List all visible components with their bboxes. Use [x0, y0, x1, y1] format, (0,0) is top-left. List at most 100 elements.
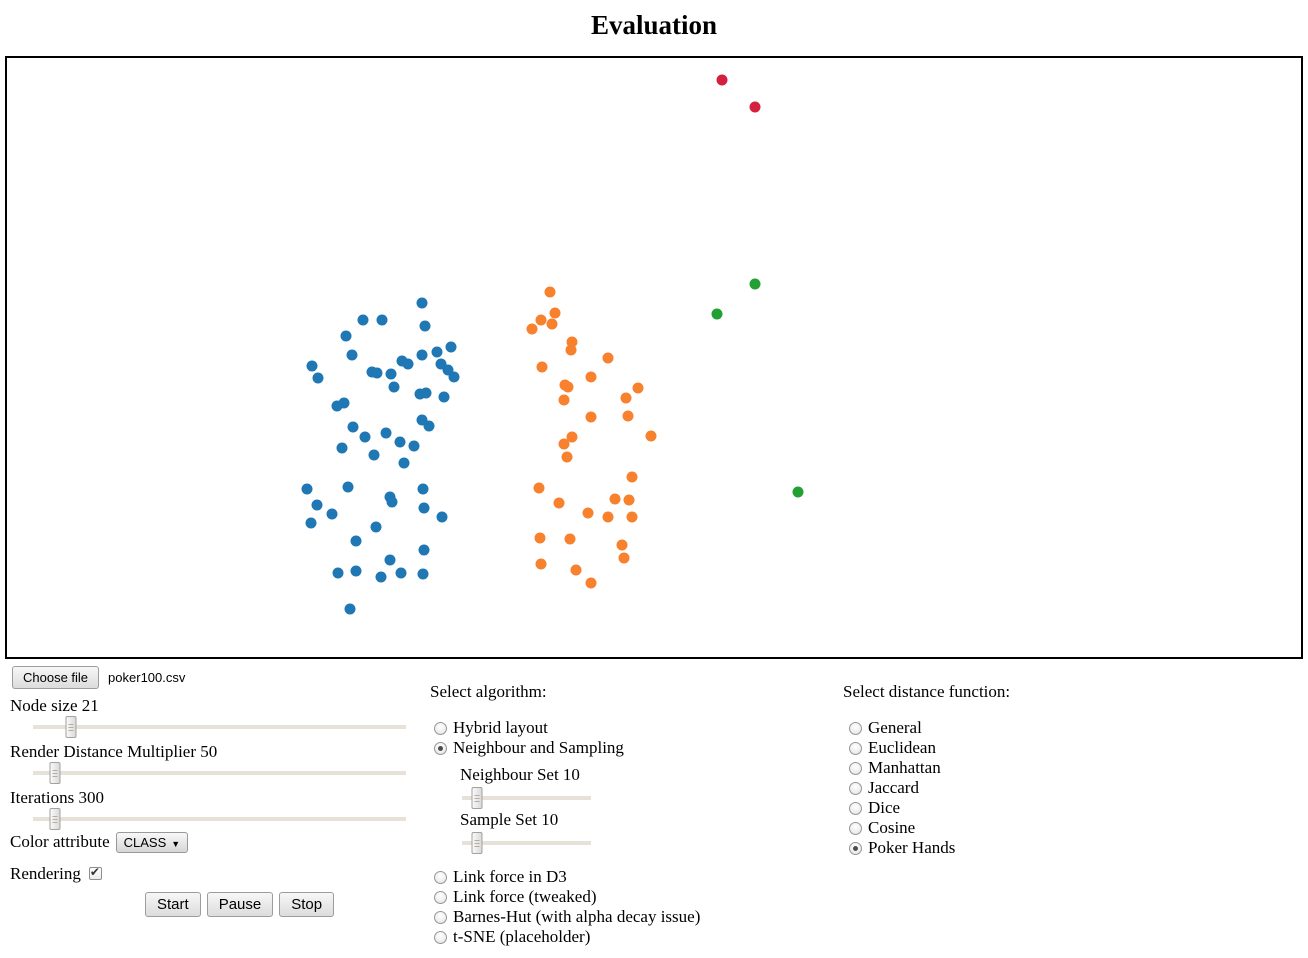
scatter-point-class-blue[interactable]	[384, 554, 396, 566]
scatter-point-class-blue[interactable]	[312, 372, 324, 384]
scatter-point-class-blue[interactable]	[423, 420, 435, 432]
scatter-point-class-green[interactable]	[792, 486, 804, 498]
scatter-point-class-blue[interactable]	[371, 367, 383, 379]
radio-neighbour-sampling[interactable]: Neighbour and Sampling	[434, 738, 624, 758]
radio-icon[interactable]	[849, 842, 862, 855]
scatter-point-class-red[interactable]	[716, 74, 728, 86]
evaluation-canvas[interactable]	[5, 56, 1303, 659]
scatter-point-class-orange[interactable]	[620, 392, 632, 404]
scatter-point-class-orange[interactable]	[632, 382, 644, 394]
scatter-point-class-orange[interactable]	[535, 558, 547, 570]
scatter-point-class-orange[interactable]	[609, 493, 621, 505]
scatter-point-class-red[interactable]	[749, 101, 761, 113]
scatter-point-class-blue[interactable]	[336, 442, 348, 454]
scatter-point-class-orange[interactable]	[549, 307, 561, 319]
radio-icon[interactable]	[849, 782, 862, 795]
scatter-point-class-orange[interactable]	[565, 344, 577, 356]
scatter-point-class-orange[interactable]	[536, 361, 548, 373]
scatter-point-class-blue[interactable]	[368, 449, 380, 461]
scatter-point-class-blue[interactable]	[380, 427, 392, 439]
scatter-point-class-blue[interactable]	[375, 571, 387, 583]
scatter-point-class-blue[interactable]	[332, 567, 344, 579]
color-attribute-select[interactable]: CLASS ▼	[115, 832, 189, 853]
scatter-point-class-orange[interactable]	[534, 532, 546, 544]
scatter-point-class-blue[interactable]	[418, 544, 430, 556]
scatter-point-class-orange[interactable]	[585, 411, 597, 423]
scatter-point-class-blue[interactable]	[346, 349, 358, 361]
scatter-point-class-orange[interactable]	[558, 394, 570, 406]
radio-hybrid-layout[interactable]: Hybrid layout	[434, 718, 548, 738]
scatter-point-class-orange[interactable]	[562, 381, 574, 393]
render-distance-slider[interactable]	[33, 762, 406, 784]
scatter-point-class-orange[interactable]	[535, 314, 547, 326]
scatter-point-class-orange[interactable]	[623, 494, 635, 506]
scatter-point-class-orange[interactable]	[602, 352, 614, 364]
scatter-point-class-blue[interactable]	[357, 314, 369, 326]
scatter-plot[interactable]	[7, 58, 1301, 657]
radio-jaccard[interactable]: Jaccard	[849, 778, 919, 798]
scatter-point-class-blue[interactable]	[301, 483, 313, 495]
scatter-point-class-blue[interactable]	[416, 297, 428, 309]
scatter-point-class-blue[interactable]	[431, 346, 443, 358]
radio-icon[interactable]	[434, 891, 447, 904]
slider-track[interactable]	[33, 725, 406, 729]
scatter-point-class-blue[interactable]	[448, 371, 460, 383]
pause-button[interactable]: Pause	[206, 892, 274, 917]
radio-icon[interactable]	[849, 722, 862, 735]
slider-thumb[interactable]	[49, 808, 61, 830]
scatter-point-class-blue[interactable]	[342, 481, 354, 493]
iterations-slider[interactable]	[33, 808, 406, 830]
scatter-point-class-blue[interactable]	[419, 320, 431, 332]
radio-icon[interactable]	[849, 762, 862, 775]
scatter-point-class-blue[interactable]	[388, 381, 400, 393]
scatter-point-class-blue[interactable]	[395, 567, 407, 579]
choose-file-button[interactable]: Choose file	[12, 666, 100, 689]
scatter-point-class-orange[interactable]	[622, 410, 634, 422]
scatter-point-class-orange[interactable]	[553, 497, 565, 509]
scatter-point-class-orange[interactable]	[566, 336, 578, 348]
radio-icon[interactable]	[434, 722, 447, 735]
scatter-point-class-orange[interactable]	[618, 552, 630, 564]
scatter-point-class-blue[interactable]	[420, 387, 432, 399]
scatter-point-class-orange[interactable]	[564, 533, 576, 545]
scatter-point-class-blue[interactable]	[347, 421, 359, 433]
radio-link-force-d3[interactable]: Link force in D3	[434, 867, 567, 887]
scatter-point-class-blue[interactable]	[402, 358, 414, 370]
radio-barnes-hut[interactable]: Barnes-Hut (with alpha decay issue)	[434, 907, 700, 927]
scatter-point-class-blue[interactable]	[340, 330, 352, 342]
scatter-point-class-blue[interactable]	[438, 391, 450, 403]
scatter-point-class-orange[interactable]	[616, 539, 628, 551]
scatter-point-class-blue[interactable]	[350, 535, 362, 547]
scatter-point-class-blue[interactable]	[418, 502, 430, 514]
scatter-point-class-orange[interactable]	[585, 577, 597, 589]
scatter-point-class-blue[interactable]	[436, 511, 448, 523]
sample-set-slider[interactable]	[462, 832, 591, 854]
radio-general[interactable]: General	[849, 718, 922, 738]
scatter-point-class-orange[interactable]	[566, 431, 578, 443]
scatter-point-class-blue[interactable]	[385, 368, 397, 380]
node-size-slider[interactable]	[33, 716, 406, 738]
radio-icon[interactable]	[849, 742, 862, 755]
slider-track[interactable]	[462, 796, 591, 800]
scatter-point-class-blue[interactable]	[408, 440, 420, 452]
radio-euclidean[interactable]: Euclidean	[849, 738, 936, 758]
scatter-point-class-green[interactable]	[749, 278, 761, 290]
scatter-point-class-blue[interactable]	[359, 431, 371, 443]
scatter-point-class-blue[interactable]	[306, 360, 318, 372]
scatter-point-class-blue[interactable]	[386, 496, 398, 508]
slider-thumb[interactable]	[49, 762, 61, 784]
radio-icon[interactable]	[849, 802, 862, 815]
scatter-point-class-orange[interactable]	[585, 371, 597, 383]
rendering-checkbox[interactable]	[88, 865, 102, 880]
radio-icon[interactable]	[434, 931, 447, 944]
scatter-point-class-orange[interactable]	[544, 286, 556, 298]
scatter-point-class-blue[interactable]	[417, 483, 429, 495]
scatter-point-class-orange[interactable]	[526, 323, 538, 335]
radio-manhattan[interactable]: Manhattan	[849, 758, 941, 778]
slider-track[interactable]	[33, 817, 406, 821]
radio-cosine[interactable]: Cosine	[849, 818, 915, 838]
scatter-point-class-blue[interactable]	[398, 457, 410, 469]
scatter-point-class-blue[interactable]	[305, 517, 317, 529]
radio-icon[interactable]	[434, 871, 447, 884]
scatter-point-class-blue[interactable]	[445, 341, 457, 353]
